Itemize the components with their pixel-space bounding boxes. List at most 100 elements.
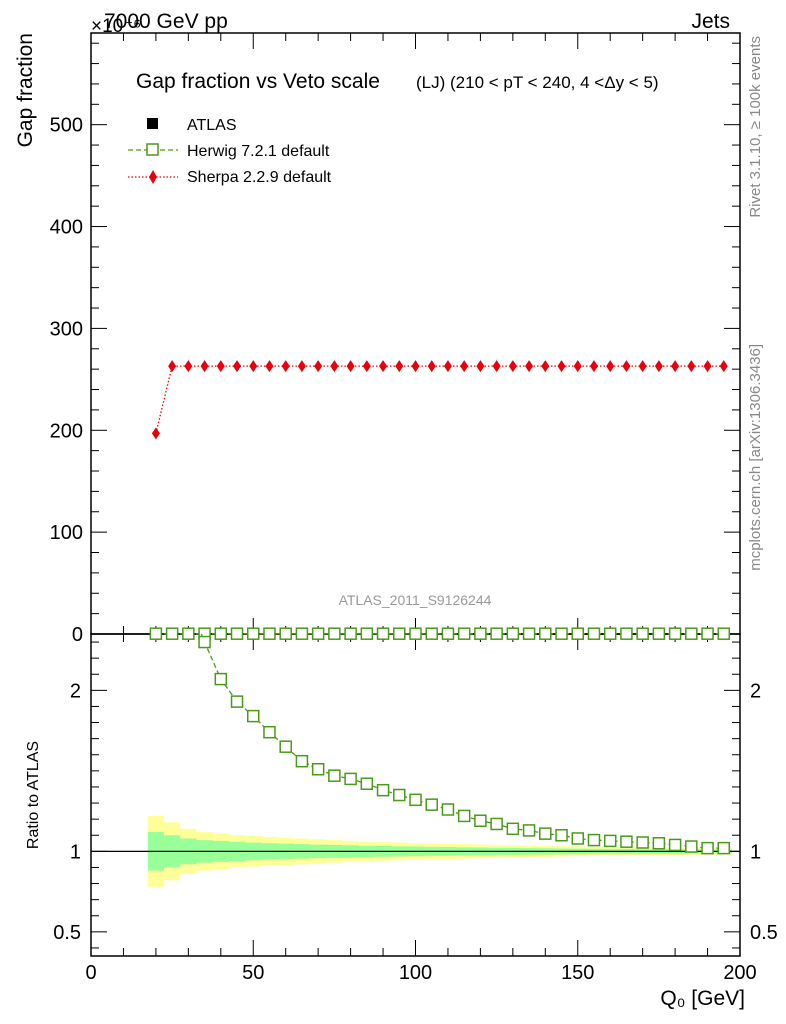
- main-y-tick-label: 500: [50, 115, 83, 137]
- main-point-series-1: [360, 627, 374, 640]
- main-point-series-2: [719, 360, 728, 373]
- legend: ATLAS Herwig 7.2.1 default Sherpa 2.2.9 …: [128, 117, 332, 186]
- main-point-series-2: [233, 360, 242, 373]
- ratio-y-tick-label-right: 1: [750, 841, 761, 863]
- main-y-tick-label: 0: [72, 624, 83, 646]
- main-point-series-2: [314, 360, 323, 373]
- main-point-series-2: [541, 360, 550, 373]
- legend-label-atlas: ATLAS: [187, 117, 237, 134]
- ratio-y-tick-label-right: 0.5: [750, 922, 778, 944]
- header-beam-label: 7000 GeV pp: [104, 10, 228, 33]
- ratio-point-series-0: [295, 754, 309, 768]
- chart-subtitle: (LJ) (210 < pT < 240, 4 <Δy < 5): [416, 73, 659, 92]
- ratio-point-series-0: [263, 725, 276, 739]
- ratio-point-series-0: [441, 803, 455, 816]
- main-point-series-2: [184, 360, 193, 373]
- ratio-point-series-0: [230, 695, 244, 708]
- ratio-point-series-0: [150, 492, 161, 503]
- main-point-series-1: [539, 627, 552, 640]
- main-point-series-1: [474, 627, 487, 640]
- ratio-point-series-0: [425, 798, 438, 811]
- legend-label-sherpa: Sherpa 2.2.9 default: [187, 169, 332, 186]
- main-point-series-1: [701, 627, 714, 640]
- main-point-series-2: [346, 360, 355, 373]
- main-point-series-1: [279, 627, 292, 640]
- main-axis-ticks: 0 100 200 300 400 500: [50, 33, 741, 646]
- main-point-series-1: [522, 627, 536, 640]
- main-point-series-1: [149, 627, 163, 640]
- main-point-series-1: [263, 627, 276, 640]
- main-point-series-1: [311, 627, 325, 640]
- ratio-point-series-0: [360, 777, 374, 790]
- main-point-series-1: [182, 627, 195, 640]
- ratio-point-series-0: [279, 740, 292, 753]
- ratio-point-series-0: [636, 836, 649, 849]
- main-point-series-2: [606, 360, 615, 373]
- main-point-series-2: [379, 360, 388, 373]
- main-point-series-2: [557, 360, 566, 373]
- main-point-series-2: [411, 360, 420, 373]
- ratio-point-series-0: [652, 837, 666, 850]
- ratio-y-tick-label-left: 0.5: [53, 922, 81, 944]
- x-tick-label: 200: [723, 962, 756, 984]
- main-point-series-1: [425, 627, 438, 640]
- ratio-point-series-0: [183, 596, 194, 607]
- ratio-y-tick-label-left: 1: [70, 841, 81, 863]
- main-point-series-1: [652, 627, 666, 640]
- main-point-series-1: [685, 627, 698, 640]
- main-point-series-2: [265, 360, 274, 373]
- ratio-point-series-0: [198, 635, 211, 649]
- main-y-tick-label: 200: [50, 420, 83, 442]
- ratio-series-group: [150, 492, 731, 855]
- ratio-point-series-0: [522, 824, 536, 837]
- ratio-point-series-0: [344, 772, 357, 786]
- main-point-series-2: [460, 360, 469, 373]
- main-point-series-2: [492, 360, 501, 373]
- main-point-series-2: [297, 360, 306, 373]
- main-point-series-1: [247, 627, 260, 640]
- x-axis-label: Q₀ [GeV]: [660, 987, 745, 1010]
- main-point-series-1: [165, 627, 179, 640]
- main-point-series-2: [443, 360, 452, 373]
- main-point-series-1: [441, 627, 455, 640]
- main-point-series-1: [603, 627, 617, 640]
- main-point-series-1: [571, 627, 584, 640]
- main-point-series-1: [490, 627, 503, 640]
- header-process-label: Jets: [691, 10, 730, 33]
- main-series-line-2: [155, 365, 724, 434]
- main-point-series-2: [281, 360, 290, 373]
- main-point-series-1: [214, 627, 228, 640]
- main-point-series-1: [457, 627, 471, 640]
- ratio-axis-ticks: 0.5 0.5 1 1 2 2 0 50 100 150 200: [53, 634, 778, 984]
- main-point-series-1: [587, 627, 601, 640]
- ratio-point-series-0: [376, 783, 390, 797]
- y-axis-label-main: Gap fraction: [14, 33, 37, 147]
- ratio-point-series-0: [457, 809, 471, 823]
- ratio-point-series-0: [506, 822, 520, 836]
- ratio-point-series-0: [587, 833, 601, 847]
- ratio-point-series-0: [555, 829, 568, 842]
- main-point-series-2: [622, 360, 631, 373]
- header-exponent-label: ×10⁻⁶: [91, 16, 141, 37]
- main-point-series-1: [328, 627, 341, 640]
- ratio-point-series-0: [328, 769, 341, 782]
- main-point-series-2: [703, 360, 712, 373]
- main-y-tick-label: 100: [50, 522, 83, 544]
- main-point-series-1: [376, 627, 390, 640]
- main-point-series-2: [589, 360, 598, 373]
- main-series-group: [149, 360, 731, 640]
- main-point-series-2: [330, 360, 339, 373]
- ratio-point-series-0: [474, 814, 487, 828]
- main-point-series-2: [573, 360, 582, 373]
- main-point-series-2: [249, 360, 258, 373]
- ratio-point-series-0: [701, 841, 714, 855]
- main-point-series-1: [295, 627, 309, 640]
- main-point-series-2: [687, 360, 696, 373]
- main-point-series-1: [409, 627, 422, 640]
- ratio-point-series-0: [571, 832, 584, 845]
- analysis-watermark: ATLAS_2011_S9126244: [339, 592, 492, 608]
- main-point-series-2: [654, 360, 663, 373]
- ratio-point-series-0: [620, 835, 633, 848]
- main-point-series-2: [525, 360, 534, 373]
